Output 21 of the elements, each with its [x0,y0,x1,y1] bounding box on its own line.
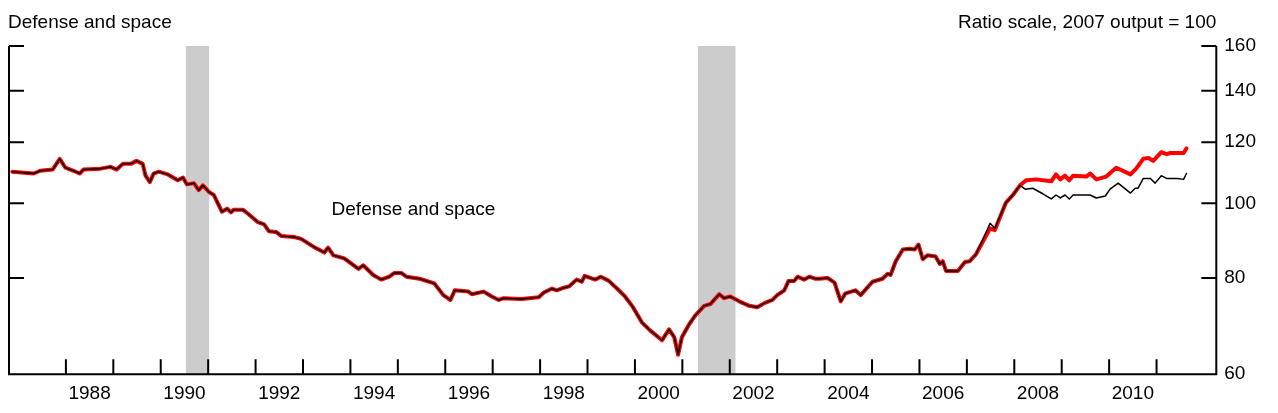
x-tick-label: 2006 [922,381,965,403]
x-tick-label: 1994 [352,381,396,403]
y-tick-label: 160 [1224,34,1256,56]
y-tick-label: 60 [1224,362,1246,384]
x-tick-label: 1990 [163,381,206,403]
x-tick-label: 1996 [447,381,491,403]
y-tick-label: 100 [1224,191,1256,213]
x-tick-label: 2008 [1016,381,1060,403]
x-tick-label: 2002 [732,381,775,403]
x-tick-label: 2000 [637,381,680,403]
x-tick-label: 1998 [542,381,585,403]
y-tick-label: 140 [1224,78,1256,100]
annotation: Defense and space [331,198,496,220]
x-tick-label: 2004 [827,381,870,403]
x-tick-label: 2010 [1111,381,1154,403]
y-axis-title: Ratio scale, 2007 output = 100 [958,11,1217,32]
y-tick-label: 120 [1224,130,1256,152]
x-tick-label: 1988 [68,381,111,403]
chart-title: Defense and space [8,11,172,32]
y-tick-label: 80 [1224,266,1246,288]
x-tick-label: 1992 [258,381,301,403]
